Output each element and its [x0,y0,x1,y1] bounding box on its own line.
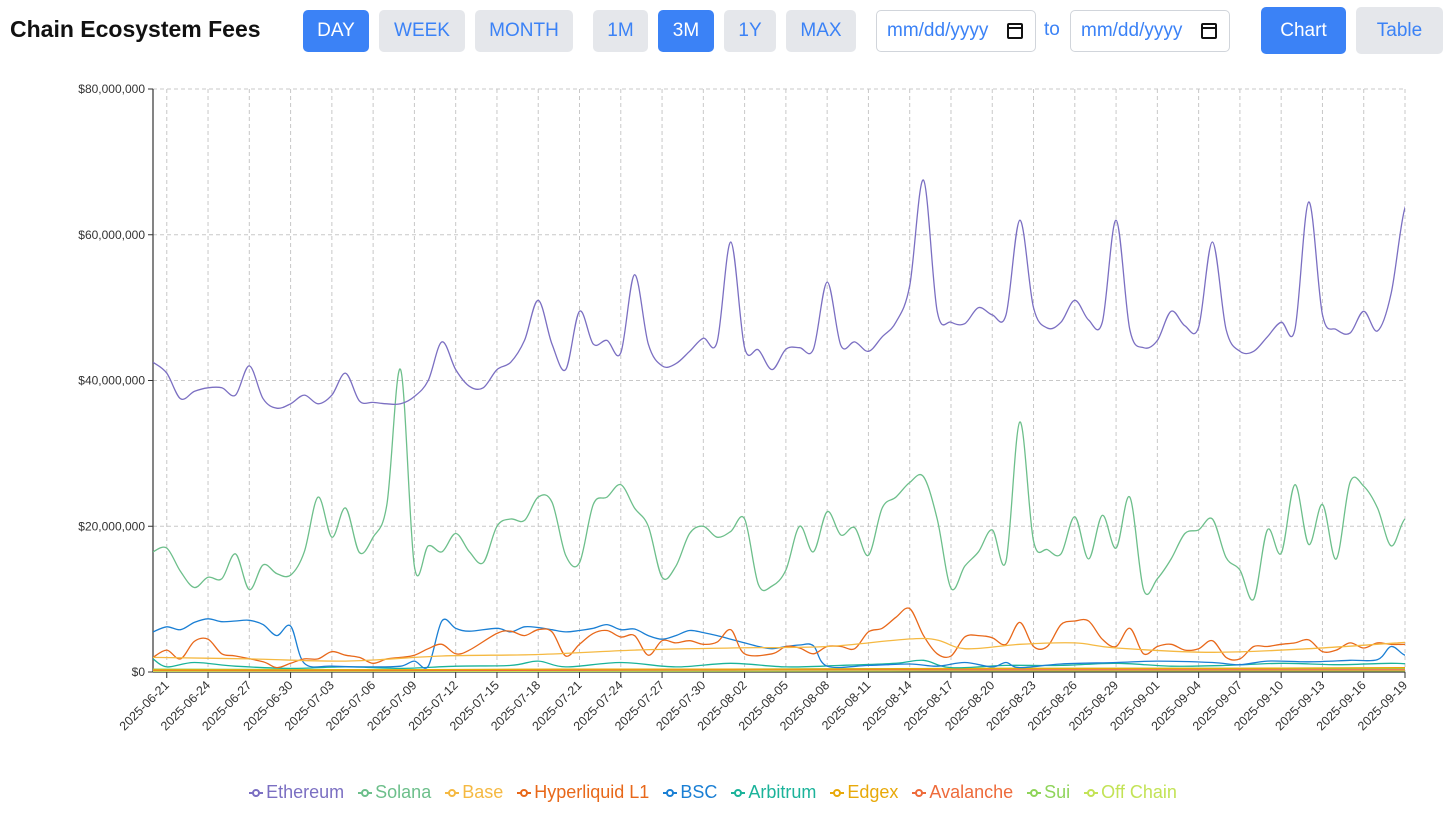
calendar-icon[interactable] [1007,23,1023,39]
legend-marker-icon [358,788,373,798]
series-line-hyperliquid-l1 [153,607,1405,669]
y-tick-label: $40,000,000 [78,374,145,388]
range-max-button[interactable]: MAX [786,10,856,52]
legend-item-avalanche[interactable]: Avalanche [912,782,1013,803]
legend-item-solana[interactable]: Solana [358,782,431,803]
legend-item-off-chain[interactable]: Off Chain [1084,782,1177,803]
page-title: Chain Ecosystem Fees [10,16,261,42]
legend-marker-icon [1027,788,1042,798]
range-3m-button[interactable]: 3M [658,10,714,52]
day-button[interactable]: DAY [303,10,369,52]
legend-label: Off Chain [1101,782,1177,802]
date-from-input[interactable]: mm/dd/yyyy [876,10,1036,52]
y-tick-label: $60,000,000 [78,228,145,242]
calendar-icon[interactable] [1201,23,1217,39]
legend-label: Edgex [847,782,899,802]
series-line-edgex [153,666,1405,671]
date-to-placeholder: mm/dd/yyyy [1081,20,1183,41]
chart-legend: Ethereum Solana Base Hyperliquid L1 BSC Arbit… [0,782,1426,803]
legend-item-bsc[interactable]: BSC [663,782,717,803]
series-line-bsc [153,618,1405,669]
date-from-placeholder: mm/dd/yyyy [887,20,989,41]
series-line-avalanche [153,669,1405,672]
date-separator: to [1044,19,1060,40]
legend-marker-icon [830,788,845,798]
legend-item-sui[interactable]: Sui [1027,782,1070,803]
legend-label: Base [462,782,504,802]
legend-label: Ethereum [266,782,345,802]
legend-label: Hyperliquid L1 [534,782,650,802]
range-1y-button[interactable]: 1Y [724,10,776,52]
week-button[interactable]: WEEK [379,10,465,52]
y-tick-label: $20,000,000 [78,519,145,533]
series-line-ethereum [153,179,1405,409]
fees-line-chart: $0 $20,000,000 $40,000,000 $60,000,000 $80,0… [78,82,1410,733]
series-line-base [153,637,1405,662]
legend-marker-icon [249,788,264,798]
legend-marker-icon [912,788,927,798]
legend-marker-icon [663,788,678,798]
toolbar: Chain Ecosystem Fees DAY WEEK MONTH 1M 3… [0,0,1456,60]
month-button[interactable]: MONTH [475,10,573,52]
legend-label: Arbitrum [748,782,817,802]
legend-item-edgex[interactable]: Edgex [830,782,898,803]
table-view-button[interactable]: Table [1356,7,1443,54]
date-to-input[interactable]: mm/dd/yyyy [1070,10,1230,52]
y-tick-label: $0 [132,665,146,679]
series-line-arbitrum [153,658,1405,670]
series-line-solana [153,368,1405,601]
legend-item-arbitrum[interactable]: Arbitrum [731,782,816,803]
legend-label: BSC [680,782,718,802]
legend-item-base[interactable]: Base [445,782,503,803]
legend-marker-icon [445,788,460,798]
legend-label: Avalanche [929,782,1014,802]
legend-item-ethereum[interactable]: Ethereum [249,782,344,803]
legend-item-hyperliquid-l1[interactable]: Hyperliquid L1 [517,782,649,803]
range-1m-button[interactable]: 1M [593,10,648,52]
y-tick-label: $80,000,000 [78,82,145,96]
legend-marker-icon [731,788,746,798]
legend-label: Sui [1044,782,1071,802]
legend-marker-icon [1084,788,1099,798]
legend-label: Solana [375,782,432,802]
legend-marker-icon [517,788,532,798]
chart-view-button[interactable]: Chart [1261,7,1346,54]
